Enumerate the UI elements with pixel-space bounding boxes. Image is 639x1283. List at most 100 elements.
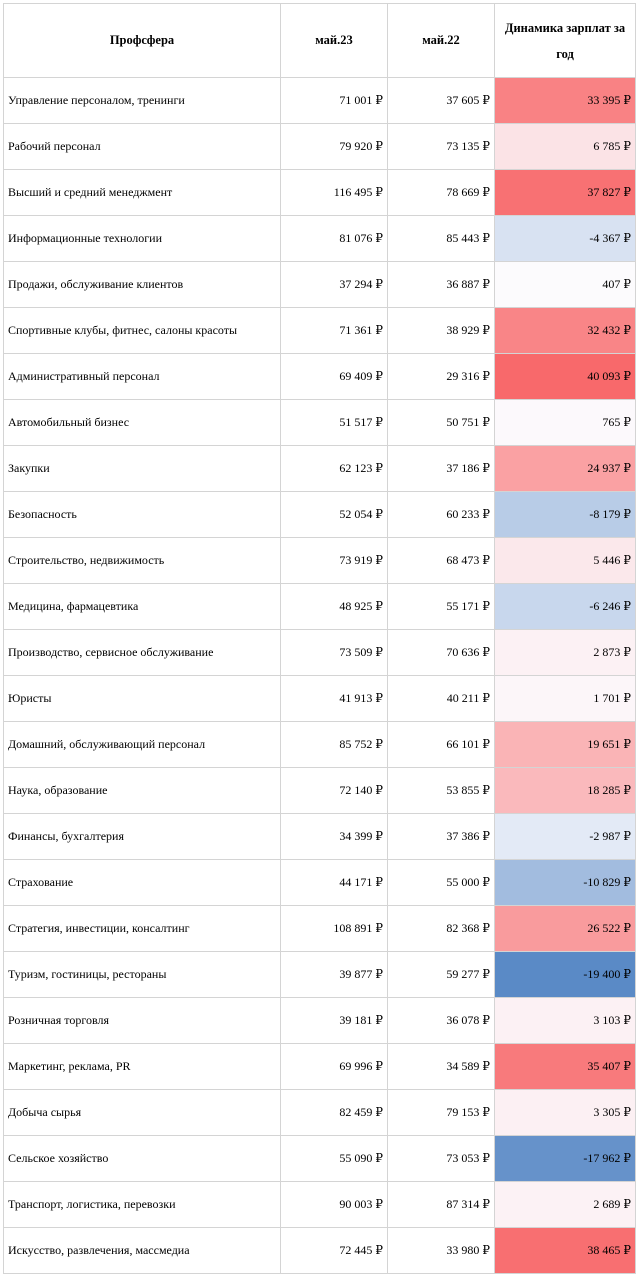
table-row: Закупки 62 123 ₽37 186 ₽24 937 ₽ (3, 445, 636, 492)
table-row: Транспорт, логистика, перевозки 90 003 ₽8… (3, 1181, 636, 1228)
dynamics-cell: -2 987 ₽ (494, 813, 636, 860)
dynamics-cell: 2 873 ₽ (494, 629, 636, 676)
sphere-cell: Медицина, фармацевтика (3, 583, 281, 630)
may23-cell: 51 517 ₽ (280, 399, 388, 446)
may23-cell: 69 996 ₽ (280, 1043, 388, 1090)
may23-cell: 48 925 ₽ (280, 583, 388, 630)
sphere-cell: Наука, образование (3, 767, 281, 814)
may22-cell: 36 887 ₽ (387, 261, 495, 308)
dynamics-cell: -19 400 ₽ (494, 951, 636, 998)
may22-cell: 29 316 ₽ (387, 353, 495, 400)
may23-cell: 44 171 ₽ (280, 859, 388, 906)
sphere-cell: Сельское хозяйство (3, 1135, 281, 1182)
sphere-cell: Информационные технологии (3, 215, 281, 262)
table-row: Автомобильный бизнес 51 517 ₽50 751 ₽765 … (3, 399, 636, 446)
dynamics-cell: 35 407 ₽ (494, 1043, 636, 1090)
table-row: Стратегия, инвестиции, консалтинг 108 891… (3, 905, 636, 952)
may22-cell: 78 669 ₽ (387, 169, 495, 216)
may23-cell: 79 920 ₽ (280, 123, 388, 170)
may22-cell: 38 929 ₽ (387, 307, 495, 354)
may23-cell: 37 294 ₽ (280, 261, 388, 308)
header-dynamics: Динамика зарплат за год (494, 3, 636, 78)
may23-cell: 90 003 ₽ (280, 1181, 388, 1228)
may23-cell: 71 361 ₽ (280, 307, 388, 354)
may23-cell: 72 445 ₽ (280, 1227, 388, 1274)
may23-cell: 55 090 ₽ (280, 1135, 388, 1182)
sphere-cell: Спортивные клубы, фитнес, салоны красоты (3, 307, 281, 354)
sphere-cell: Стратегия, инвестиции, консалтинг (3, 905, 281, 952)
may22-cell: 50 751 ₽ (387, 399, 495, 446)
table-body: Управление персоналом, тренинги 71 001 ₽3… (3, 77, 636, 1274)
may23-cell: 81 076 ₽ (280, 215, 388, 262)
may22-cell: 60 233 ₽ (387, 491, 495, 538)
table-row: Административный персонал 69 409 ₽29 316 … (3, 353, 636, 400)
sphere-cell: Юристы (3, 675, 281, 722)
dynamics-cell: -6 246 ₽ (494, 583, 636, 630)
sphere-cell: Производство, сервисное обслуживание (3, 629, 281, 676)
may23-cell: 62 123 ₽ (280, 445, 388, 492)
may22-cell: 82 368 ₽ (387, 905, 495, 952)
dynamics-cell: -4 367 ₽ (494, 215, 636, 262)
header-sphere: Профсфера (3, 3, 281, 78)
table-row: Сельское хозяйство 55 090 ₽73 053 ₽ -17 96… (3, 1135, 636, 1182)
may23-cell: 82 459 ₽ (280, 1089, 388, 1136)
table-row: Информационные технологии 81 076 ₽85 443 … (3, 215, 636, 262)
sphere-cell: Туризм, гостиницы, рестораны (3, 951, 281, 998)
may23-cell: 34 399 ₽ (280, 813, 388, 860)
may22-cell: 79 153 ₽ (387, 1089, 495, 1136)
table-row: Высший и средний менеджмент 116 495 ₽78 6… (3, 169, 636, 216)
sphere-cell: Строительство, недвижимость (3, 537, 281, 584)
dynamics-cell: 32 432 ₽ (494, 307, 636, 354)
table-row: Маркетинг, реклама, PR 69 996 ₽34 589 ₽35… (3, 1043, 636, 1090)
may23-cell: 108 891 ₽ (280, 905, 388, 952)
sphere-cell: Домашний, обслуживающий персонал (3, 721, 281, 768)
dynamics-cell: -10 829 ₽ (494, 859, 636, 906)
may23-cell: 39 877 ₽ (280, 951, 388, 998)
dynamics-cell: 33 395 ₽ (494, 77, 636, 124)
salary-table: Профсфера май.23 май.22 Динамика зарплат… (3, 3, 636, 1274)
may23-cell: 39 181 ₽ (280, 997, 388, 1044)
table-row: Страхование 44 171 ₽55 000 ₽ -10 829 ₽ (3, 859, 636, 906)
table-row: Производство, сервисное обслуживание 73 5… (3, 629, 636, 676)
may22-cell: 34 589 ₽ (387, 1043, 495, 1090)
may22-cell: 55 171 ₽ (387, 583, 495, 630)
may22-cell: 36 078 ₽ (387, 997, 495, 1044)
table-row: Розничная торговля 39 181 ₽36 078 ₽3 103 … (3, 997, 636, 1044)
sphere-cell: Транспорт, логистика, перевозки (3, 1181, 281, 1228)
table-row: Добыча сырья 82 459 ₽79 153 ₽3 305 ₽ (3, 1089, 636, 1136)
may22-cell: 73 053 ₽ (387, 1135, 495, 1182)
header-may23: май.23 (280, 3, 388, 78)
table-row: Юристы 41 913 ₽40 211 ₽1 701 ₽ (3, 675, 636, 722)
may23-cell: 69 409 ₽ (280, 353, 388, 400)
may22-cell: 40 211 ₽ (387, 675, 495, 722)
sphere-cell: Автомобильный бизнес (3, 399, 281, 446)
table-row: Продажи, обслуживание клиентов 37 294 ₽36… (3, 261, 636, 308)
may23-cell: 71 001 ₽ (280, 77, 388, 124)
dynamics-cell: 18 285 ₽ (494, 767, 636, 814)
table-row: Спортивные клубы, фитнес, салоны красоты… (3, 307, 636, 354)
may22-cell: 37 605 ₽ (387, 77, 495, 124)
may22-cell: 33 980 ₽ (387, 1227, 495, 1274)
sphere-cell: Добыча сырья (3, 1089, 281, 1136)
may22-cell: 85 443 ₽ (387, 215, 495, 262)
may23-cell: 41 913 ₽ (280, 675, 388, 722)
dynamics-cell: 5 446 ₽ (494, 537, 636, 584)
sphere-cell: Продажи, обслуживание клиентов (3, 261, 281, 308)
sphere-cell: Закупки (3, 445, 281, 492)
sphere-cell: Искусство, развлечения, массмедиа (3, 1227, 281, 1274)
dynamics-cell: 407 ₽ (494, 261, 636, 308)
dynamics-cell: 3 103 ₽ (494, 997, 636, 1044)
sphere-cell: Безопасность (3, 491, 281, 538)
table-row: Медицина, фармацевтика 48 925 ₽55 171 ₽ -6… (3, 583, 636, 630)
may22-cell: 70 636 ₽ (387, 629, 495, 676)
table-row: Туризм, гостиницы, рестораны 39 877 ₽59 2… (3, 951, 636, 998)
table-row: Безопасность 52 054 ₽60 233 ₽ -8 179 ₽ (3, 491, 636, 538)
sphere-cell: Маркетинг, реклама, PR (3, 1043, 281, 1090)
table-row: Наука, образование 72 140 ₽53 855 ₽18 285… (3, 767, 636, 814)
header-may22: май.22 (387, 3, 495, 78)
may22-cell: 73 135 ₽ (387, 123, 495, 170)
may22-cell: 68 473 ₽ (387, 537, 495, 584)
may22-cell: 53 855 ₽ (387, 767, 495, 814)
table-row: Управление персоналом, тренинги 71 001 ₽3… (3, 77, 636, 124)
dynamics-cell: 3 305 ₽ (494, 1089, 636, 1136)
